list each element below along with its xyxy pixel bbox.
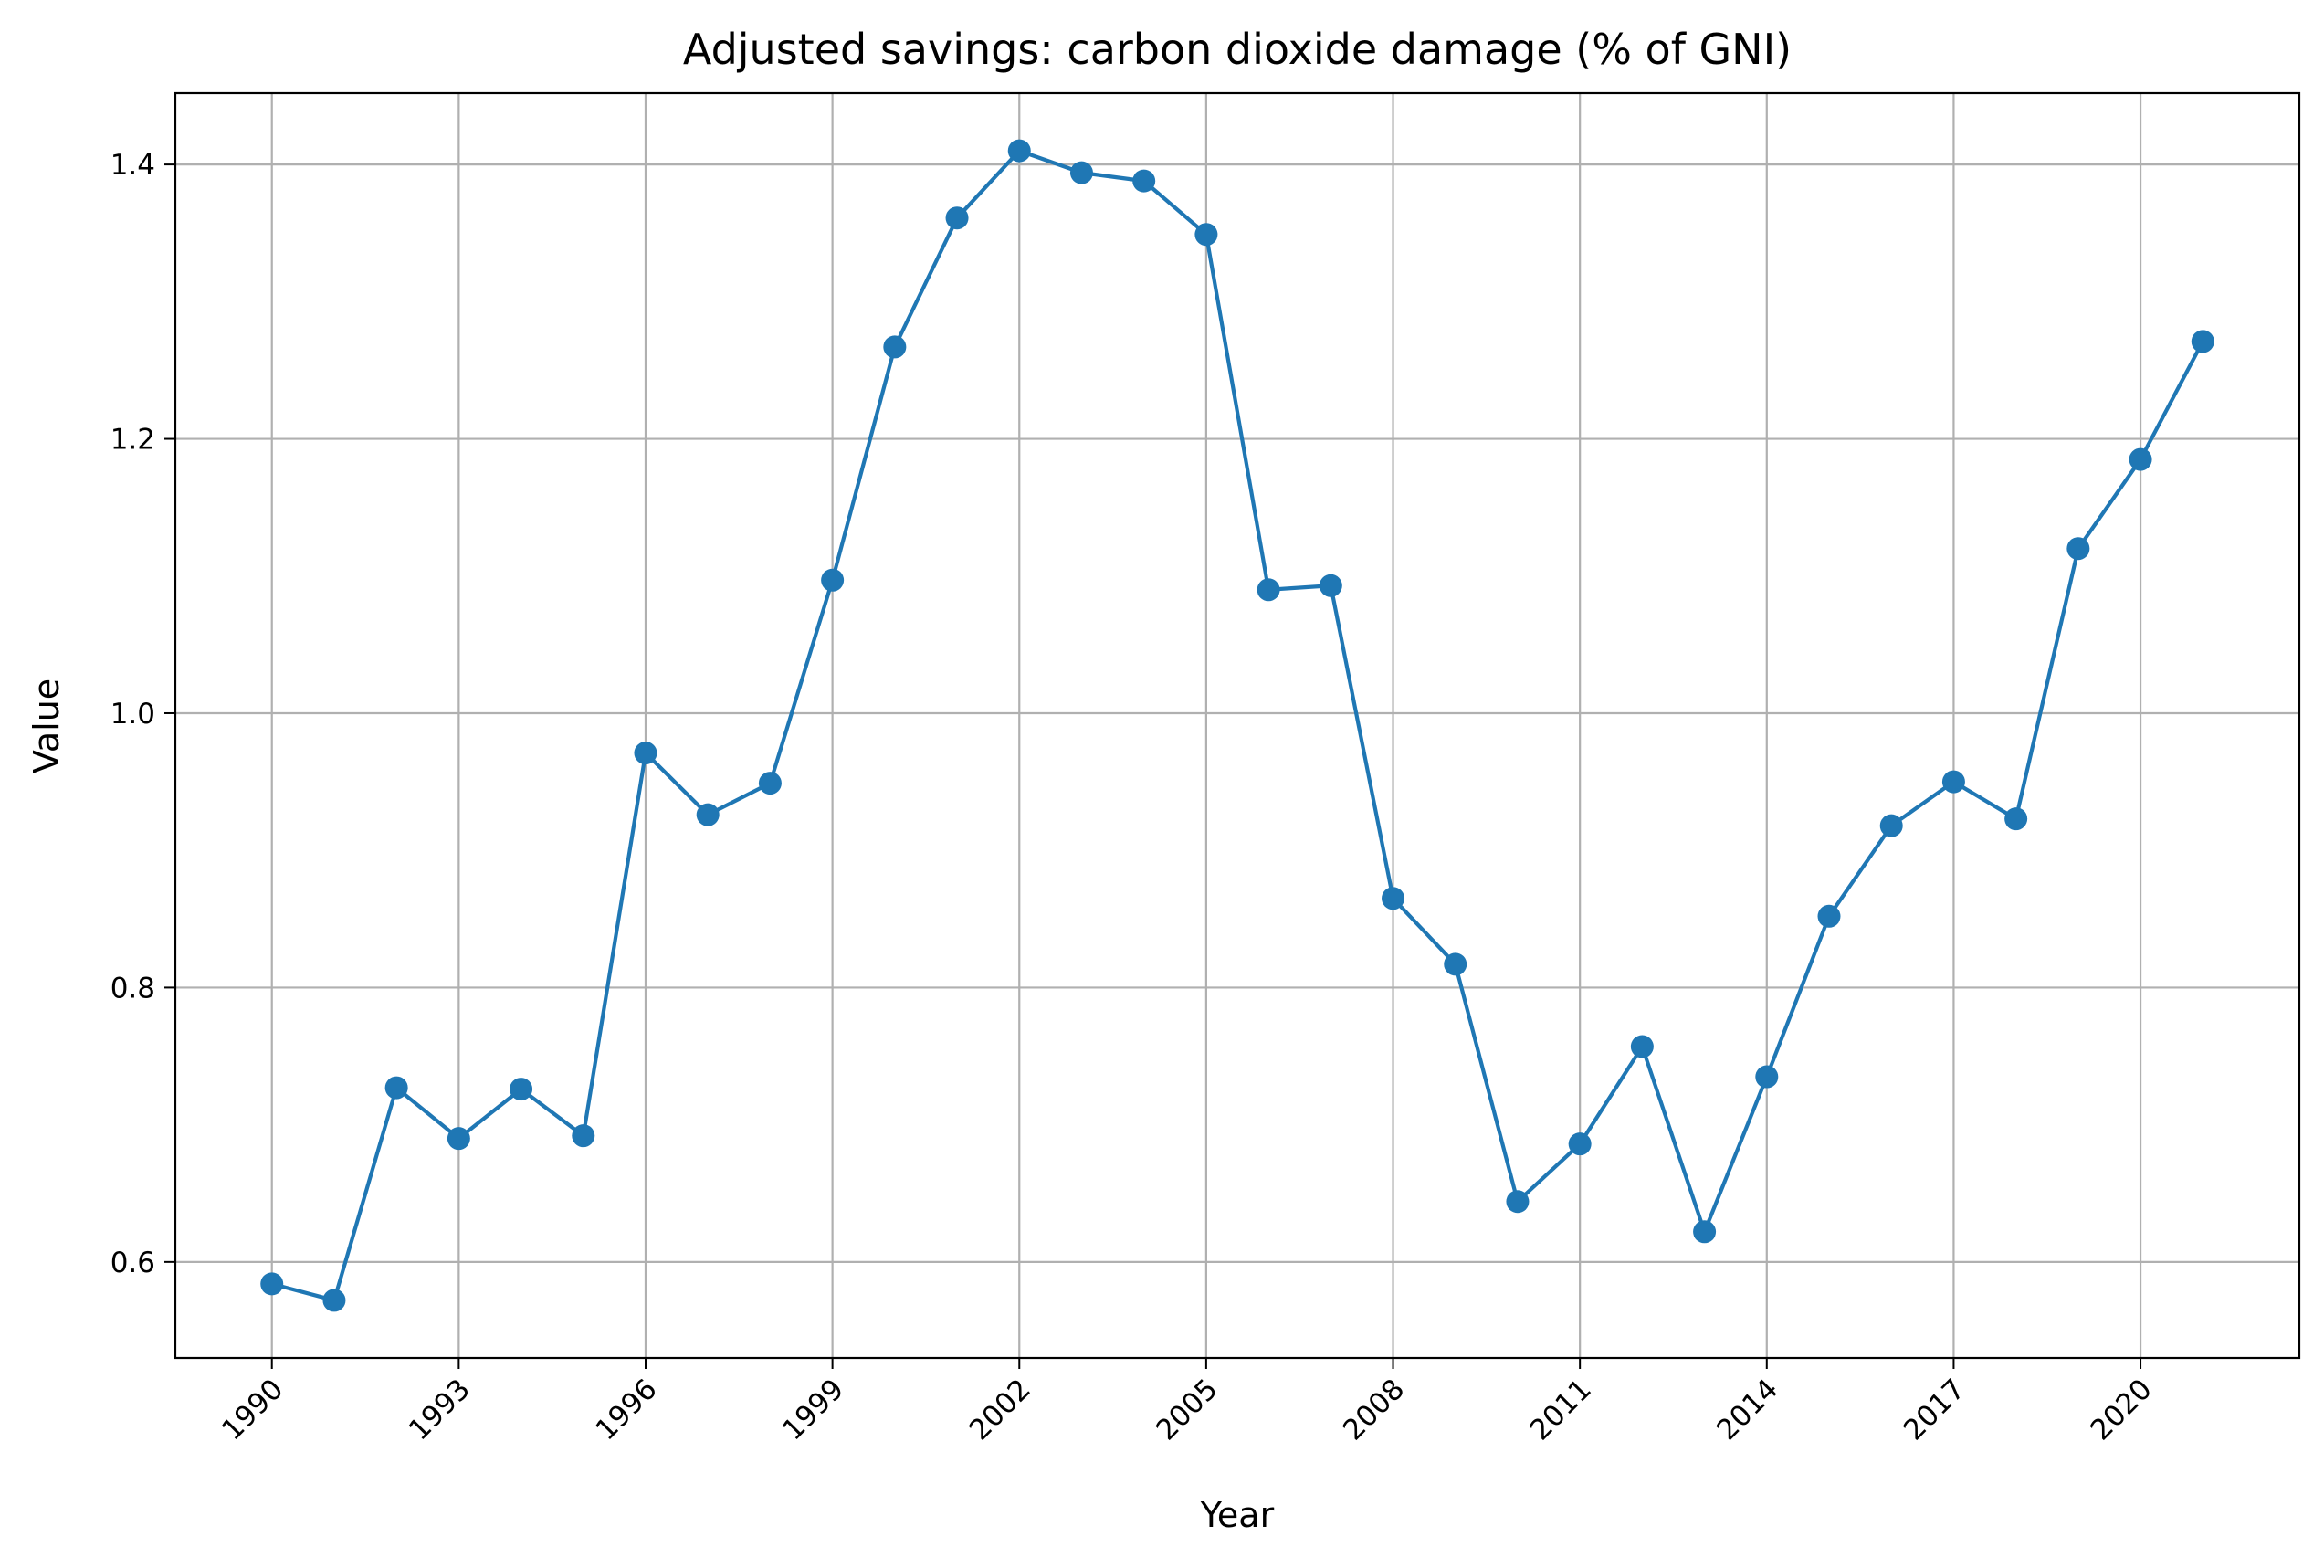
chart-title: Adjusted savings: carbon dioxide damage … [683,25,1792,74]
x-tick-label: 2008 [1337,1373,1411,1447]
data-point-2001 [945,206,969,230]
data-point-1991 [322,1289,346,1312]
data-point-2010 [1506,1190,1530,1214]
data-point-1998 [758,772,782,795]
x-tick-label: 1993 [403,1373,477,1447]
data-point-1990 [260,1272,284,1296]
grid-layer [175,93,2299,1358]
x-tick-label: 1990 [216,1373,289,1447]
data-point-1994 [510,1078,533,1101]
x-tick-label: 2011 [1524,1373,1598,1447]
data-point-2007 [1319,574,1342,597]
x-tick-label: 2005 [1150,1373,1224,1447]
y-tick-label: 1.2 [110,424,155,457]
x-tick-label: 1999 [776,1373,850,1447]
x-tick-label: 1996 [589,1373,663,1447]
data-point-1996 [634,742,657,765]
data-point-2008 [1382,887,1405,910]
data-point-1995 [572,1124,595,1148]
x-tick-label: 2017 [1898,1373,1972,1447]
y-tick-label: 0.8 [110,972,155,1005]
data-point-1993 [447,1127,470,1151]
data-point-2015 [1817,904,1841,928]
data-point-1992 [384,1076,408,1100]
data-point-2016 [1879,814,1903,837]
series-layer [260,139,2214,1312]
x-tick-label: 2002 [963,1373,1037,1447]
x-tick-label: 2020 [2084,1373,2158,1447]
data-point-2012 [1630,1035,1654,1058]
axis-layer: 1990 1993 1996 1999 2002 2005 2008 2011 2014 2017… [110,149,2159,1447]
plot-frame [174,91,2301,1360]
series-line [271,148,2205,1303]
y-axis-label: Value [26,679,67,773]
x-tick-label: 2014 [1710,1373,1784,1447]
data-point-2006 [1257,578,1280,602]
data-point-2020 [2129,447,2152,471]
data-point-2019 [2066,537,2090,561]
y-tick-label: 0.6 [110,1247,155,1279]
y-tick-label: 1.4 [110,149,155,182]
data-point-2018 [2004,807,2028,831]
data-point-1999 [821,568,845,592]
data-point-2000 [883,335,907,359]
data-point-2009 [1444,952,1467,976]
data-point-2011 [1568,1132,1592,1156]
data-point-2017 [1941,770,1965,794]
data-point-2013 [1693,1220,1717,1244]
data-point-2005 [1194,223,1218,247]
data-point-1997 [696,803,720,826]
y-tick-label: 1.0 [110,698,155,731]
data-point-2014 [1755,1065,1779,1089]
data-point-2002 [1007,139,1031,163]
data-point-2004 [1132,169,1156,193]
data-point-2021 [2191,330,2214,353]
data-point-2003 [1069,161,1093,184]
x-axis-label: Year [1200,1495,1275,1535]
